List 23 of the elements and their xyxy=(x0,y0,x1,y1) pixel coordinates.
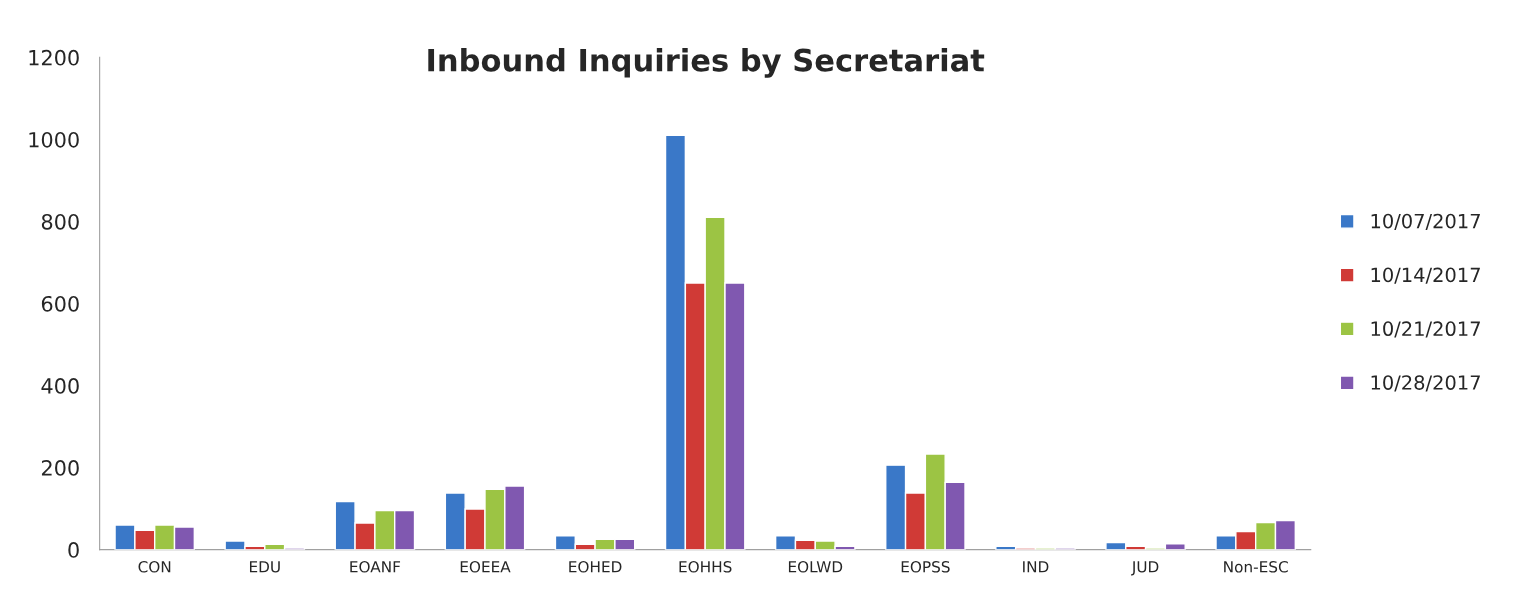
legend-label: 10/28/2017 xyxy=(1371,375,1480,392)
x-tick-label: EOANF xyxy=(350,561,401,573)
x-tick-label: CON xyxy=(138,561,171,573)
x-tick-label: EDU xyxy=(249,561,280,573)
x-tick-label: JUD xyxy=(1131,561,1159,576)
legend-label: 10/14/2017 xyxy=(1371,267,1480,284)
legend-label: 10/07/2017 xyxy=(1371,213,1480,230)
y-tick-label: 1200 xyxy=(29,49,79,66)
x-tick-label: IND xyxy=(1023,561,1049,573)
y-tick-label: 600 xyxy=(41,295,79,312)
legend-label: 10/21/2017 xyxy=(1371,321,1480,338)
x-tick-label: EOEEA xyxy=(460,561,511,573)
y-tick-label: 800 xyxy=(41,213,79,230)
x-tick-label: EOHHS xyxy=(679,561,732,573)
x-tick-label: EOLWD xyxy=(788,561,843,573)
y-tick-label: 0 xyxy=(68,542,79,558)
y-tick-label: 200 xyxy=(41,460,79,476)
chart-title: Inbound Inquiries by Secretariat xyxy=(428,48,985,78)
x-tick-label: Non-ESC xyxy=(1224,561,1288,573)
x-tick-label: EOPSS xyxy=(901,561,950,573)
y-tick-label: 1000 xyxy=(29,131,79,148)
x-tick-label: EOHED xyxy=(569,561,622,573)
y-tick-label: 400 xyxy=(41,378,79,394)
